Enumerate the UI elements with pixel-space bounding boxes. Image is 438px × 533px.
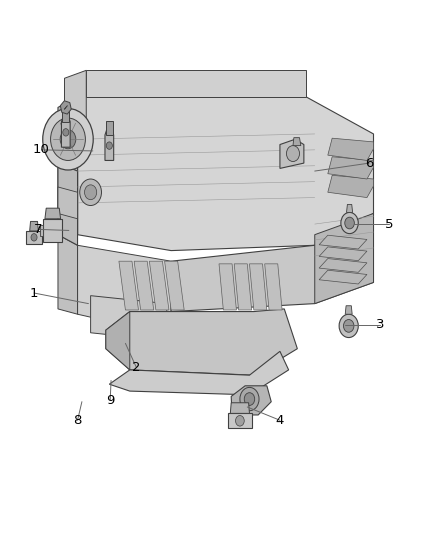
Polygon shape [228, 414, 252, 428]
Polygon shape [78, 245, 171, 327]
Text: 1: 1 [30, 287, 38, 300]
Text: 5: 5 [385, 217, 393, 231]
Circle shape [236, 416, 244, 426]
Polygon shape [165, 261, 184, 310]
Circle shape [106, 142, 113, 149]
Polygon shape [250, 264, 267, 310]
Polygon shape [30, 221, 39, 231]
Circle shape [60, 130, 76, 149]
Polygon shape [86, 70, 306, 97]
Circle shape [31, 233, 37, 241]
Polygon shape [265, 264, 282, 310]
Polygon shape [106, 309, 297, 375]
Circle shape [43, 109, 93, 170]
Polygon shape [43, 219, 62, 242]
Polygon shape [231, 386, 271, 415]
Circle shape [85, 185, 97, 200]
Circle shape [341, 213, 358, 233]
Circle shape [50, 118, 85, 160]
Polygon shape [328, 157, 374, 179]
Polygon shape [134, 261, 154, 310]
Polygon shape [106, 312, 130, 370]
Polygon shape [26, 231, 42, 244]
Polygon shape [319, 259, 367, 272]
Polygon shape [328, 175, 374, 198]
Polygon shape [328, 138, 374, 160]
Polygon shape [61, 116, 70, 147]
Text: 9: 9 [106, 393, 114, 407]
Polygon shape [319, 247, 367, 261]
Polygon shape [319, 235, 367, 249]
Polygon shape [78, 97, 374, 251]
Polygon shape [345, 306, 352, 314]
Polygon shape [315, 214, 374, 304]
Polygon shape [45, 208, 60, 219]
Polygon shape [119, 261, 138, 310]
Text: 7: 7 [34, 223, 42, 236]
Polygon shape [234, 264, 252, 310]
Text: 10: 10 [33, 143, 50, 156]
Polygon shape [149, 261, 169, 310]
Polygon shape [110, 351, 289, 395]
Polygon shape [171, 214, 374, 312]
Polygon shape [280, 139, 304, 168]
Text: 2: 2 [132, 361, 141, 374]
Polygon shape [106, 120, 113, 135]
Polygon shape [58, 235, 78, 314]
Polygon shape [319, 270, 367, 284]
Circle shape [286, 146, 300, 161]
Polygon shape [105, 130, 114, 160]
Polygon shape [64, 70, 86, 118]
Polygon shape [60, 101, 71, 114]
Circle shape [80, 179, 102, 206]
Polygon shape [58, 97, 78, 243]
Circle shape [339, 314, 358, 337]
Polygon shape [62, 108, 69, 122]
Text: 8: 8 [74, 414, 82, 427]
Circle shape [345, 217, 354, 229]
Polygon shape [40, 225, 43, 236]
Text: 3: 3 [376, 318, 384, 332]
Polygon shape [346, 205, 353, 213]
Polygon shape [58, 187, 78, 219]
Circle shape [63, 128, 69, 136]
Polygon shape [64, 106, 67, 109]
Text: 6: 6 [365, 157, 373, 169]
Polygon shape [293, 138, 301, 146]
Polygon shape [230, 403, 250, 414]
Polygon shape [91, 296, 167, 341]
Polygon shape [63, 104, 69, 111]
Polygon shape [58, 163, 78, 245]
Circle shape [244, 393, 254, 406]
Circle shape [343, 319, 354, 332]
Circle shape [240, 387, 259, 411]
Polygon shape [219, 264, 237, 310]
Text: 4: 4 [276, 414, 284, 427]
